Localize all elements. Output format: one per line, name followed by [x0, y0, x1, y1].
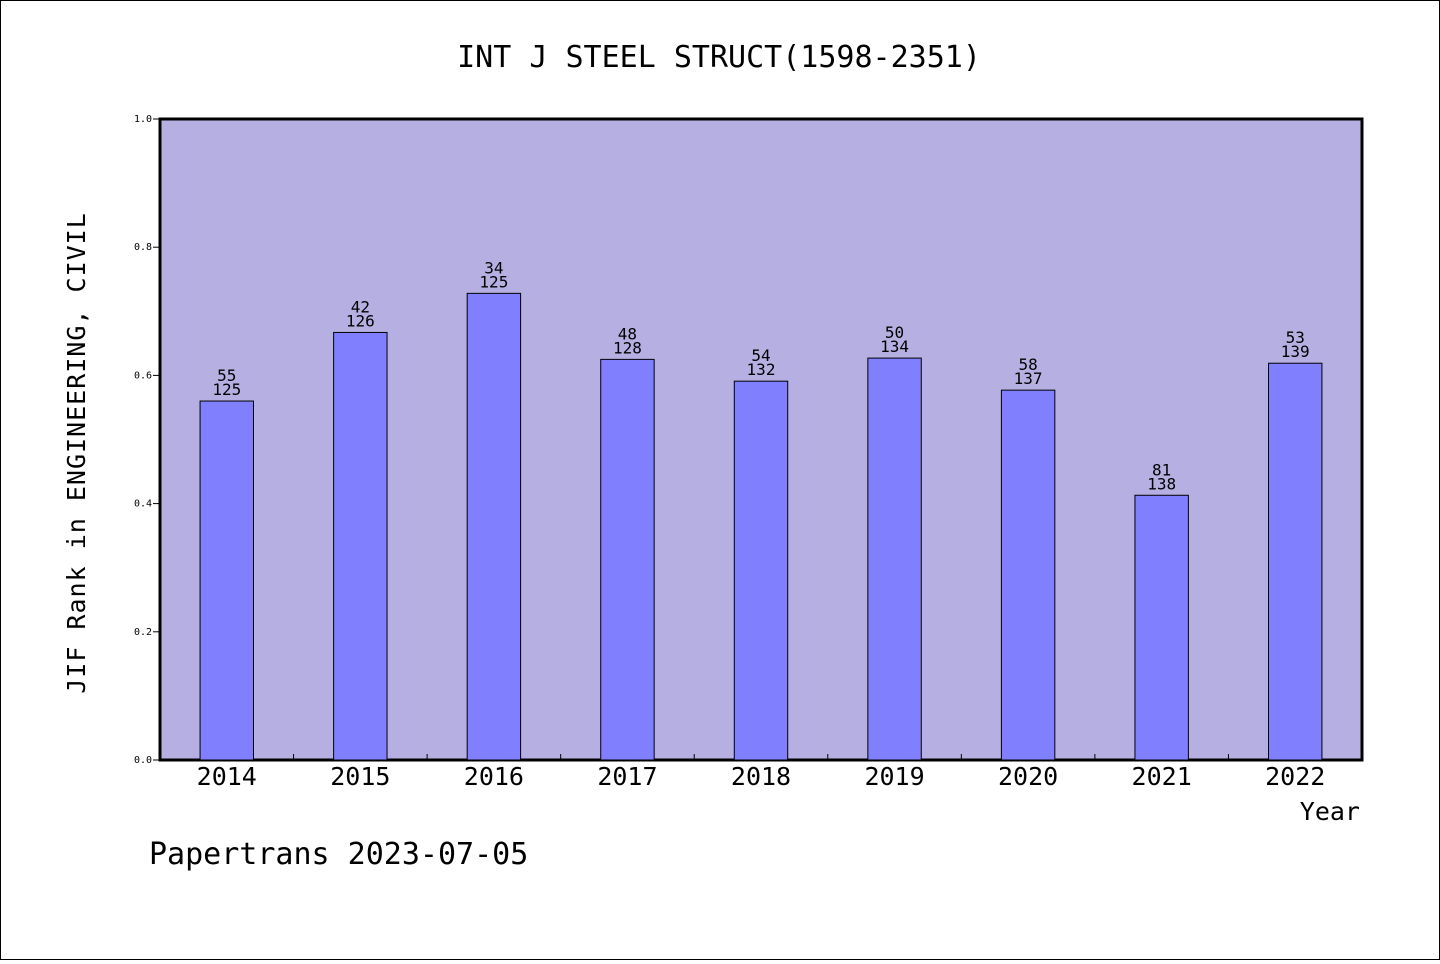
x-axis-label: Year — [1300, 797, 1360, 826]
data-label-total: 125 — [212, 380, 241, 399]
bar-2020 — [1000, 389, 1056, 761]
data-label-rank: 50 — [885, 323, 904, 342]
data-label-total: 126 — [346, 311, 375, 330]
bar-2017 — [600, 358, 655, 761]
data-label-rank: 48 — [618, 324, 637, 343]
x-tick-label: 2021 — [1132, 762, 1192, 791]
data-label-rank: 42 — [351, 297, 370, 316]
x-tick-label: 2019 — [864, 762, 924, 791]
data-label-total: 132 — [747, 360, 776, 379]
data-label-total: 134 — [880, 337, 909, 356]
footer-source-date: Papertrans 2023-07-05 — [149, 837, 528, 872]
y-tick-label: 1.0 — [134, 114, 152, 125]
data-label-total: 138 — [1147, 474, 1176, 493]
data-label-total: 125 — [479, 272, 508, 291]
data-label-total: 128 — [613, 338, 642, 357]
bar-2022 — [1268, 362, 1323, 761]
x-tick-label: 2018 — [731, 762, 791, 791]
data-label-total: 139 — [1281, 342, 1310, 361]
x-tick-label: 2015 — [330, 762, 390, 791]
x-tick-label: 2022 — [1265, 762, 1325, 791]
x-axis: 2014 2015 2016 2017 2018 2019 2020 2021 2022 — [197, 754, 1325, 791]
bar-2019 — [867, 357, 922, 761]
bar-2015 — [333, 331, 388, 761]
y-axis: 0.0 0.2 0.4 0.6 0.8 1.0 — [134, 114, 160, 766]
bar-2016 — [466, 292, 522, 761]
y-tick-label: 0.8 — [134, 242, 152, 253]
x-tick-label: 2016 — [464, 762, 524, 791]
bar-2021 — [1134, 494, 1189, 761]
y-axis-label: JIF Rank in ENGINEERING, CIVIL — [62, 212, 91, 694]
y-tick-label: 0.6 — [134, 370, 152, 381]
y-tick-label: 0.4 — [134, 499, 152, 510]
data-label-rank: 58 — [1018, 355, 1037, 374]
y-tick-label: 0.2 — [134, 627, 152, 638]
data-label-rank: 81 — [1152, 460, 1171, 479]
x-tick-label: 2014 — [197, 762, 257, 791]
x-tick-label: 2020 — [998, 762, 1058, 791]
data-label-rank: 34 — [484, 258, 503, 277]
bar-2018 — [733, 380, 789, 761]
bar-2014 — [199, 400, 254, 761]
data-label-total: 137 — [1014, 369, 1043, 388]
data-label-rank: 53 — [1286, 328, 1305, 347]
data-label-rank: 54 — [751, 346, 770, 365]
data-label-rank: 55 — [217, 366, 236, 385]
x-tick-label: 2017 — [597, 762, 657, 791]
y-tick-label: 0.0 — [134, 755, 152, 766]
chart-title: INT J STEEL STRUCT(1598-2351) — [457, 40, 981, 75]
